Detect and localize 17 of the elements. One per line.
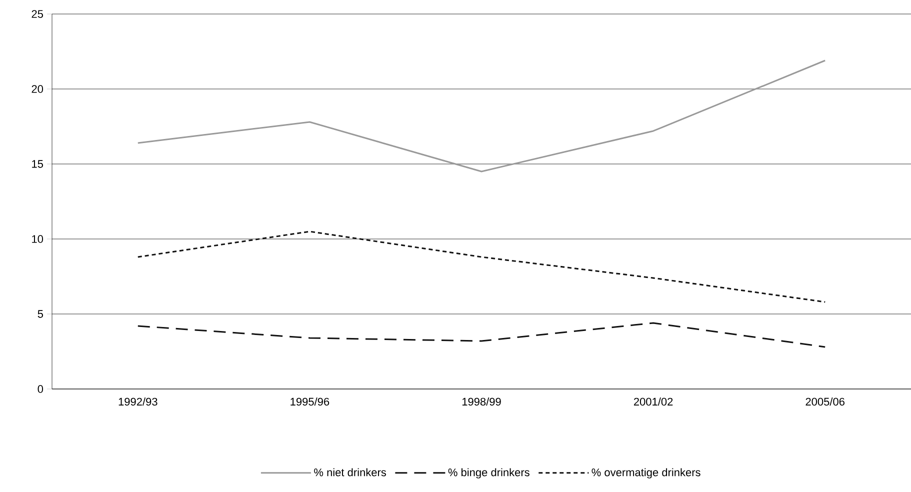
x-tick-label: 2005/06 (806, 398, 844, 406)
x-tick-label: 1992/93 (118, 398, 158, 406)
line-series (137, 322, 826, 348)
y-tick-label: 5 (38, 310, 44, 318)
x-tick-label: 1995/96 (290, 398, 330, 406)
line-series (137, 60, 826, 172)
y-tick-label: 0 (38, 385, 44, 393)
x-tick-label: 2001/02 (634, 398, 673, 406)
y-tick-label: 20 (32, 85, 44, 93)
legend-label: % overmatige drinkers (592, 468, 700, 478)
x-tick-label: 1998/99 (462, 398, 501, 406)
legend-label: % binge drinkers (448, 468, 530, 478)
y-tick-label: 15 (32, 160, 44, 168)
y-tick-label: 10 (32, 235, 44, 243)
line-series (137, 230, 826, 303)
y-tick-label: 25 (32, 10, 44, 18)
legend-label: % niet drinkers (314, 468, 386, 476)
